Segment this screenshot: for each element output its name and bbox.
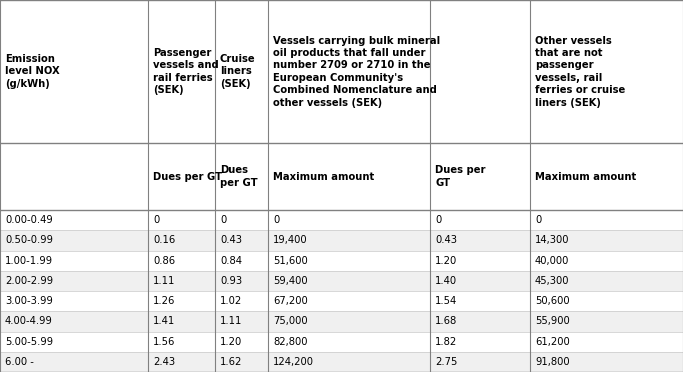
- Text: 55,900: 55,900: [535, 316, 570, 326]
- Bar: [0, 210, 683, 230]
- Text: 0: 0: [220, 215, 226, 225]
- Text: 0.43: 0.43: [435, 235, 457, 246]
- Text: Maximum amount: Maximum amount: [535, 171, 637, 182]
- Text: 1.26: 1.26: [153, 296, 176, 306]
- Text: 1.41: 1.41: [153, 316, 176, 326]
- Text: 124,200: 124,200: [273, 357, 314, 367]
- Text: 19,400: 19,400: [273, 235, 307, 246]
- Text: 0.93: 0.93: [220, 276, 242, 286]
- Text: Maximum amount: Maximum amount: [273, 171, 374, 182]
- Text: 6.00 -: 6.00 -: [5, 357, 34, 367]
- Text: 3.00-3.99: 3.00-3.99: [5, 296, 53, 306]
- Text: 1.68: 1.68: [435, 316, 457, 326]
- Bar: [429, 1, 431, 142]
- Bar: [0, 311, 683, 331]
- Text: Dues per
GT: Dues per GT: [435, 165, 486, 188]
- Text: Passenger
vessels and
rail ferries
(SEK): Passenger vessels and rail ferries (SEK): [153, 48, 219, 95]
- Text: 61,200: 61,200: [535, 337, 570, 347]
- Text: 0: 0: [273, 215, 279, 225]
- Text: 75,000: 75,000: [273, 316, 307, 326]
- Bar: [0, 230, 683, 250]
- Text: 59,400: 59,400: [273, 276, 307, 286]
- Text: 1.20: 1.20: [220, 337, 242, 347]
- Text: 67,200: 67,200: [273, 296, 308, 306]
- Text: 2.00-2.99: 2.00-2.99: [5, 276, 53, 286]
- Text: Dues per GT: Dues per GT: [153, 171, 222, 182]
- Text: 0.50-0.99: 0.50-0.99: [5, 235, 53, 246]
- Bar: [0, 291, 683, 311]
- Text: 40,000: 40,000: [535, 256, 570, 266]
- Text: 45,300: 45,300: [535, 276, 570, 286]
- Text: 50,600: 50,600: [535, 296, 570, 306]
- Text: 1.11: 1.11: [153, 276, 176, 286]
- Text: 1.40: 1.40: [435, 276, 457, 286]
- Text: 1.56: 1.56: [153, 337, 176, 347]
- Text: 1.54: 1.54: [435, 296, 457, 306]
- Bar: [0, 0, 683, 210]
- Text: 0: 0: [435, 215, 441, 225]
- Bar: [0, 250, 683, 271]
- Text: 1.82: 1.82: [435, 337, 457, 347]
- Text: 0: 0: [153, 215, 159, 225]
- Text: 0.16: 0.16: [153, 235, 176, 246]
- Text: 1.20: 1.20: [435, 256, 457, 266]
- Text: Emission
level NOX
(g/kWh): Emission level NOX (g/kWh): [5, 54, 59, 89]
- Text: 1.62: 1.62: [220, 357, 242, 367]
- Bar: [0, 352, 683, 372]
- Text: 0.00-0.49: 0.00-0.49: [5, 215, 53, 225]
- Text: 2.43: 2.43: [153, 357, 175, 367]
- Text: 82,800: 82,800: [273, 337, 307, 347]
- Text: 0.43: 0.43: [220, 235, 242, 246]
- Bar: [0, 331, 683, 352]
- Text: 0: 0: [535, 215, 541, 225]
- Text: Vessels carrying bulk mineral
oil products that fall under
number 2709 or 2710 i: Vessels carrying bulk mineral oil produc…: [273, 35, 440, 108]
- Text: 91,800: 91,800: [535, 357, 570, 367]
- Text: Other vessels
that are not
passenger
vessels, rail
ferries or cruise
liners (SEK: Other vessels that are not passenger ves…: [535, 35, 625, 108]
- Text: 51,600: 51,600: [273, 256, 308, 266]
- Text: 2.75: 2.75: [435, 357, 458, 367]
- Text: 14,300: 14,300: [535, 235, 570, 246]
- Text: 1.11: 1.11: [220, 316, 242, 326]
- Text: 0.86: 0.86: [153, 256, 175, 266]
- Text: 4.00-4.99: 4.00-4.99: [5, 316, 53, 326]
- Text: 0.84: 0.84: [220, 256, 242, 266]
- Text: 1.00-1.99: 1.00-1.99: [5, 256, 53, 266]
- Text: 5.00-5.99: 5.00-5.99: [5, 337, 53, 347]
- Bar: [0, 271, 683, 291]
- Text: 1.02: 1.02: [220, 296, 242, 306]
- Text: Dues
per GT: Dues per GT: [220, 165, 257, 188]
- Text: Cruise
liners
(SEK): Cruise liners (SEK): [220, 54, 255, 89]
